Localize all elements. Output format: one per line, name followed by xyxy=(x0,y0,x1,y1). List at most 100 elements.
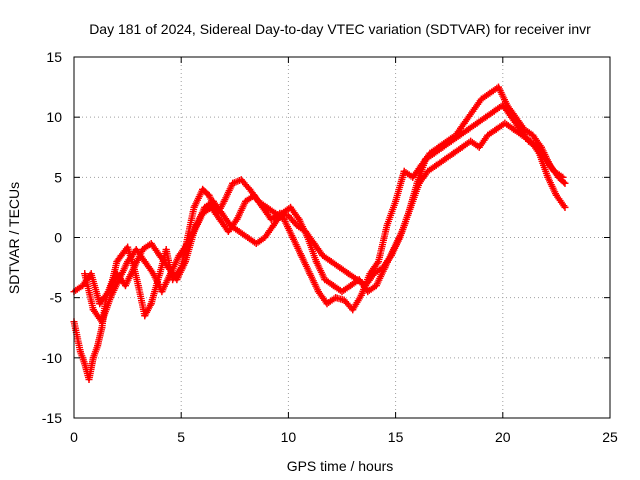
data-point xyxy=(134,282,142,290)
data-point xyxy=(81,270,89,278)
data-point xyxy=(486,89,494,97)
data-point xyxy=(475,143,483,151)
data-point xyxy=(79,282,87,290)
data-point xyxy=(184,240,192,248)
data-point xyxy=(349,306,357,314)
series-markers xyxy=(70,83,569,383)
data-point xyxy=(327,258,335,266)
data-point xyxy=(156,270,164,278)
data-point xyxy=(372,282,380,290)
data-point xyxy=(338,288,346,296)
data-point xyxy=(389,246,397,254)
data-point xyxy=(535,149,543,157)
data-point xyxy=(158,288,166,296)
data-point xyxy=(89,306,97,314)
data-series xyxy=(70,83,569,383)
data-point xyxy=(175,252,183,260)
data-point xyxy=(306,270,314,278)
y-tick-label: 10 xyxy=(46,109,62,125)
data-point xyxy=(492,125,500,133)
data-point xyxy=(199,185,207,193)
data-point xyxy=(173,276,181,284)
data-point xyxy=(329,282,337,290)
data-point xyxy=(336,264,344,272)
data-point xyxy=(304,234,312,241)
data-point xyxy=(407,203,415,211)
data-point xyxy=(98,324,106,332)
data-point xyxy=(469,107,477,115)
y-tick-label: -15 xyxy=(42,410,62,426)
data-point xyxy=(94,342,102,350)
data-point xyxy=(244,234,252,241)
data-point xyxy=(460,119,468,127)
data-point xyxy=(527,137,535,145)
data-point xyxy=(115,276,123,284)
data-point xyxy=(559,173,567,181)
data-point xyxy=(287,203,295,211)
data-point xyxy=(76,348,84,356)
data-point xyxy=(89,354,97,362)
data-point xyxy=(355,276,363,284)
data-point xyxy=(85,375,93,383)
grid xyxy=(74,57,610,418)
data-point xyxy=(201,203,209,211)
data-point xyxy=(319,252,327,260)
data-point xyxy=(156,252,164,260)
data-point xyxy=(432,161,440,169)
data-point xyxy=(439,143,447,151)
data-point xyxy=(117,252,125,260)
data-point xyxy=(205,191,213,199)
data-point xyxy=(495,83,503,91)
data-point xyxy=(422,155,430,163)
data-point xyxy=(96,300,104,308)
data-point xyxy=(113,258,121,266)
x-axis-label: GPS time / hours xyxy=(287,458,394,474)
data-point xyxy=(392,197,400,205)
y-axis-label: SDTVAR / TECUs xyxy=(6,182,22,294)
data-point xyxy=(166,270,174,278)
data-point xyxy=(482,113,490,121)
data-point xyxy=(561,203,569,211)
data-point xyxy=(424,167,432,175)
y-tick-label: 15 xyxy=(46,49,62,65)
data-point xyxy=(81,360,89,368)
data-point xyxy=(218,209,226,217)
data-point xyxy=(490,107,498,115)
data-point xyxy=(340,296,348,304)
data-point xyxy=(259,203,267,211)
data-point xyxy=(278,209,286,217)
data-point xyxy=(510,125,518,133)
data-point xyxy=(124,258,132,266)
data-point xyxy=(499,101,507,109)
data-point xyxy=(252,240,260,248)
data-point xyxy=(381,264,389,272)
y-tick-label: 5 xyxy=(54,169,62,185)
data-point xyxy=(98,318,106,326)
data-point xyxy=(250,191,258,199)
x-tick-label: 20 xyxy=(495,429,511,445)
data-point xyxy=(139,246,147,254)
data-point xyxy=(344,270,352,278)
data-point xyxy=(192,221,200,229)
chart-title: Day 181 of 2024, Sidereal Day-to-day VTE… xyxy=(89,21,591,37)
data-point xyxy=(323,300,331,308)
data-point xyxy=(132,246,140,254)
data-point xyxy=(347,282,355,290)
data-point xyxy=(246,185,254,193)
x-tick-label: 0 xyxy=(70,429,78,445)
data-point xyxy=(473,119,481,127)
data-point xyxy=(464,125,472,133)
data-point xyxy=(477,95,485,103)
data-point xyxy=(409,173,417,181)
data-point xyxy=(149,270,157,278)
data-point xyxy=(430,149,438,157)
series-track-c xyxy=(81,119,569,326)
data-point xyxy=(229,179,237,187)
data-point xyxy=(383,221,391,229)
data-point xyxy=(415,179,423,187)
data-point xyxy=(130,264,138,272)
data-point xyxy=(507,113,515,121)
series-track-a xyxy=(70,83,569,383)
y-tick-label: -5 xyxy=(50,290,63,306)
data-point xyxy=(181,258,189,266)
